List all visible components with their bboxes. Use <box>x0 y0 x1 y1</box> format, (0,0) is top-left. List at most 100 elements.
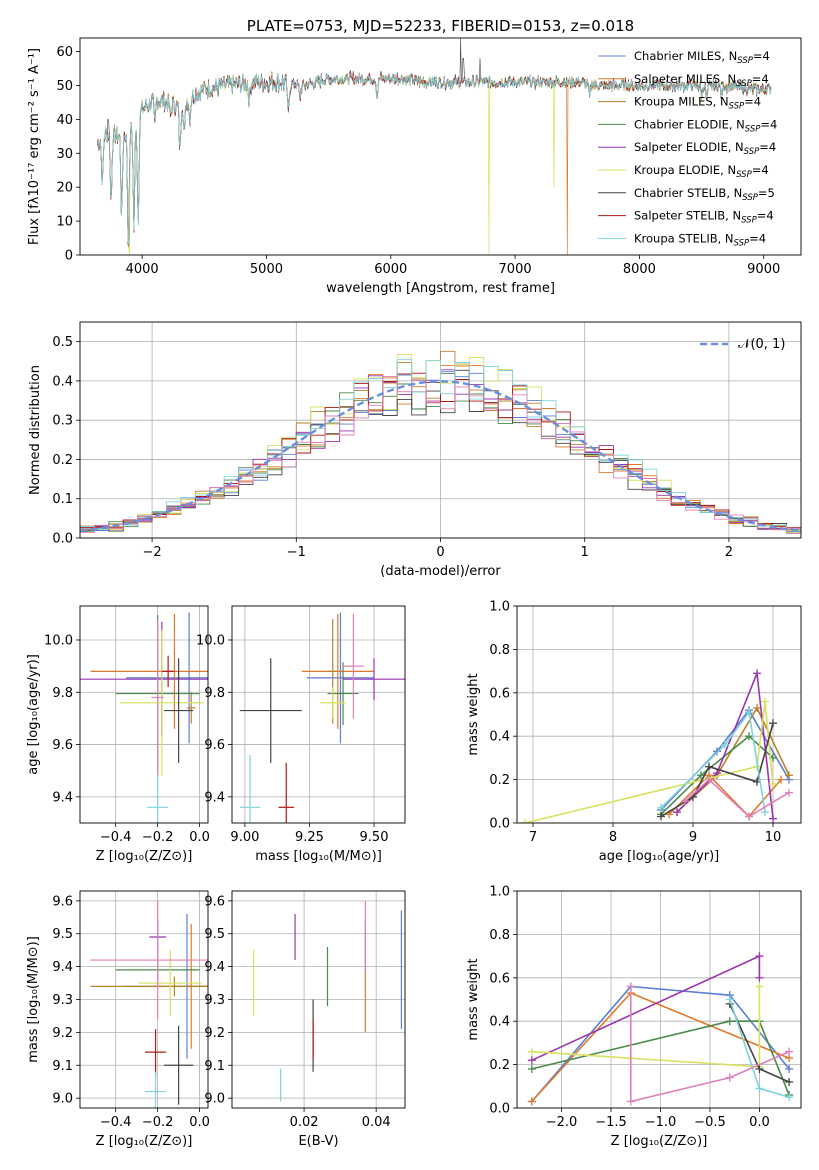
legend-suffix: =5 <box>758 186 775 200</box>
panel-spectrum: 4000 5000 6000 7000 8000 9000 0 10 20 30 40 50 60 wav… <box>27 17 802 296</box>
x-tick-label: 10 <box>765 830 782 845</box>
x-tick-label: −2 <box>143 545 162 560</box>
legend-entry: Chabrier ELODIE, NSSP=4 <box>634 117 777 134</box>
plus-marker <box>785 1047 794 1056</box>
errorbar-point <box>239 755 261 823</box>
panel-mass-vs-z: −0.4 −0.2 0.0 9.0 9.1 9.2 9.3 9.4 9.5 9.6 Z [log₁₀… <box>26 890 210 1149</box>
y-tick-label: 30 <box>56 147 73 162</box>
y-tick-label: 9.6 <box>204 738 225 753</box>
weight-line <box>676 673 774 819</box>
errorbar-point <box>239 658 302 763</box>
errorbar-point <box>163 658 194 763</box>
y-tick-label: 9.5 <box>204 927 225 942</box>
errorbar-point <box>306 612 375 744</box>
axes-frame <box>79 321 802 539</box>
plus-marker <box>745 708 753 717</box>
y-tick-label: 40 <box>56 113 73 128</box>
errorbar-point <box>145 1071 167 1108</box>
legend-entry: Chabrier STELIB, NSSP=5 <box>634 186 775 203</box>
y-axis-label: Flux [fλ10⁻¹⁷ erg cm⁻² s⁻¹ A⁻¹] <box>27 48 42 245</box>
y-axis-label: mass [log₁₀(M/M⊙)] <box>26 936 41 1063</box>
x-tick-label: −2.0 <box>546 1115 578 1130</box>
legend-entry: Salpeter ELODIE, NSSP=4 <box>634 140 776 157</box>
plus-marker <box>725 1017 734 1026</box>
axes-frame <box>516 605 802 824</box>
x-tick-label: 9 <box>689 830 697 845</box>
y-tick-label: 9.0 <box>52 1092 73 1107</box>
y-tick-label: 0.4 <box>489 1015 510 1030</box>
plus-marker <box>721 740 729 749</box>
plus-marker <box>769 779 777 788</box>
y-tick-label: 9.2 <box>204 1026 225 1041</box>
plus-marker <box>657 812 665 821</box>
y-tick-label: 50 <box>56 79 73 94</box>
x-tick-label: 9.00 <box>230 830 259 845</box>
plot-area <box>517 606 801 823</box>
plus-marker <box>753 703 761 712</box>
plus-marker <box>785 771 793 780</box>
weight-line <box>668 774 782 818</box>
plus-marker <box>527 1097 536 1106</box>
plus-marker <box>769 719 777 728</box>
axes-frame <box>79 37 802 256</box>
x-tick-label: −0.4 <box>100 830 132 845</box>
y-tick-label: 0.1 <box>52 492 73 507</box>
legend-label: Kroupa ELODIE, N <box>634 163 736 177</box>
plus-marker <box>527 1047 536 1056</box>
legend-label: Salpeter ELODIE, N <box>634 140 744 154</box>
plus-marker <box>755 1064 764 1073</box>
y-tick-label: 0.0 <box>489 817 510 832</box>
x-tick-label: −1.5 <box>595 1115 627 1130</box>
plus-marker <box>785 1093 794 1102</box>
y-tick-label: 0.0 <box>52 532 73 547</box>
x-tick-label: −0.2 <box>142 1115 174 1130</box>
x-tick-label: −1 <box>287 545 306 560</box>
y-tick-label: 0.2 <box>489 1058 510 1073</box>
plus-marker <box>725 1073 734 1082</box>
plot-area <box>80 322 801 538</box>
x-tick-label: 7 <box>529 830 537 845</box>
legend-label: Chabrier STELIB, N <box>634 186 742 200</box>
x-tick-label: 7000 <box>499 262 532 277</box>
panel-mass-weight-vs-age: 7 8 9 10 0.0 0.2 0.4 0.6 0.8 1.0 age [log₁₀(age/yr… <box>466 600 802 864</box>
plus-marker <box>755 973 764 982</box>
x-tick-label: −1.0 <box>645 1115 677 1130</box>
panel-mass-vs-ebv: 0.02 0.04 9.0 9.1 9.2 9.3 9.4 9.5 9.6 E(B-V) <box>204 890 406 1149</box>
x-tick-label: −0.2 <box>142 830 174 845</box>
plus-marker <box>753 669 761 678</box>
x-axis-label: age [log₁₀(age/yr)] <box>599 849 720 864</box>
y-tick-label: 0.8 <box>489 928 510 943</box>
x-tick-label: 4000 <box>126 262 159 277</box>
plus-marker <box>657 803 665 812</box>
legend-entry: Salpeter MILES, NSSP=4 <box>634 72 769 89</box>
y-tick-label: 0.6 <box>489 686 510 701</box>
x-tick-label: 8 <box>609 830 617 845</box>
errorbar-point <box>319 687 346 719</box>
y-tick-label: 9.6 <box>52 738 73 753</box>
plot-area <box>80 891 208 1108</box>
y-tick-label: 10.0 <box>196 633 225 648</box>
legend-suffix: =4 <box>749 231 766 245</box>
legend-entry: Kroupa ELODIE, NSSP=4 <box>634 163 769 180</box>
legend-entry: Salpeter STELIB, NSSP=4 <box>634 209 774 226</box>
x-tick-label: 0.04 <box>362 1115 391 1130</box>
legend-label: 𝒩(0, 1) <box>738 337 785 352</box>
plus-marker <box>745 732 753 741</box>
legend-label: Salpeter MILES, N <box>634 72 736 86</box>
weight-line <box>660 735 774 815</box>
x-tick-label: −0.4 <box>100 1115 132 1130</box>
gaussian-curve <box>80 380 801 533</box>
axes-frame <box>79 605 209 824</box>
y-tick-label: 0.2 <box>489 773 510 788</box>
plot-area <box>80 606 208 823</box>
x-axis-label: Z [log₁₀(Z/Z⊙)] <box>96 1134 193 1149</box>
axes-frame <box>516 890 802 1109</box>
y-tick-label: 9.8 <box>204 686 225 701</box>
axes-frame <box>231 890 406 1109</box>
x-axis-label: Z [log₁₀(Z/Z⊙)] <box>96 849 193 864</box>
y-axis-label: mass weight <box>466 673 481 755</box>
plus-marker <box>755 952 764 961</box>
x-tick-label: 8000 <box>623 262 656 277</box>
y-tick-label: 0.6 <box>489 971 510 986</box>
